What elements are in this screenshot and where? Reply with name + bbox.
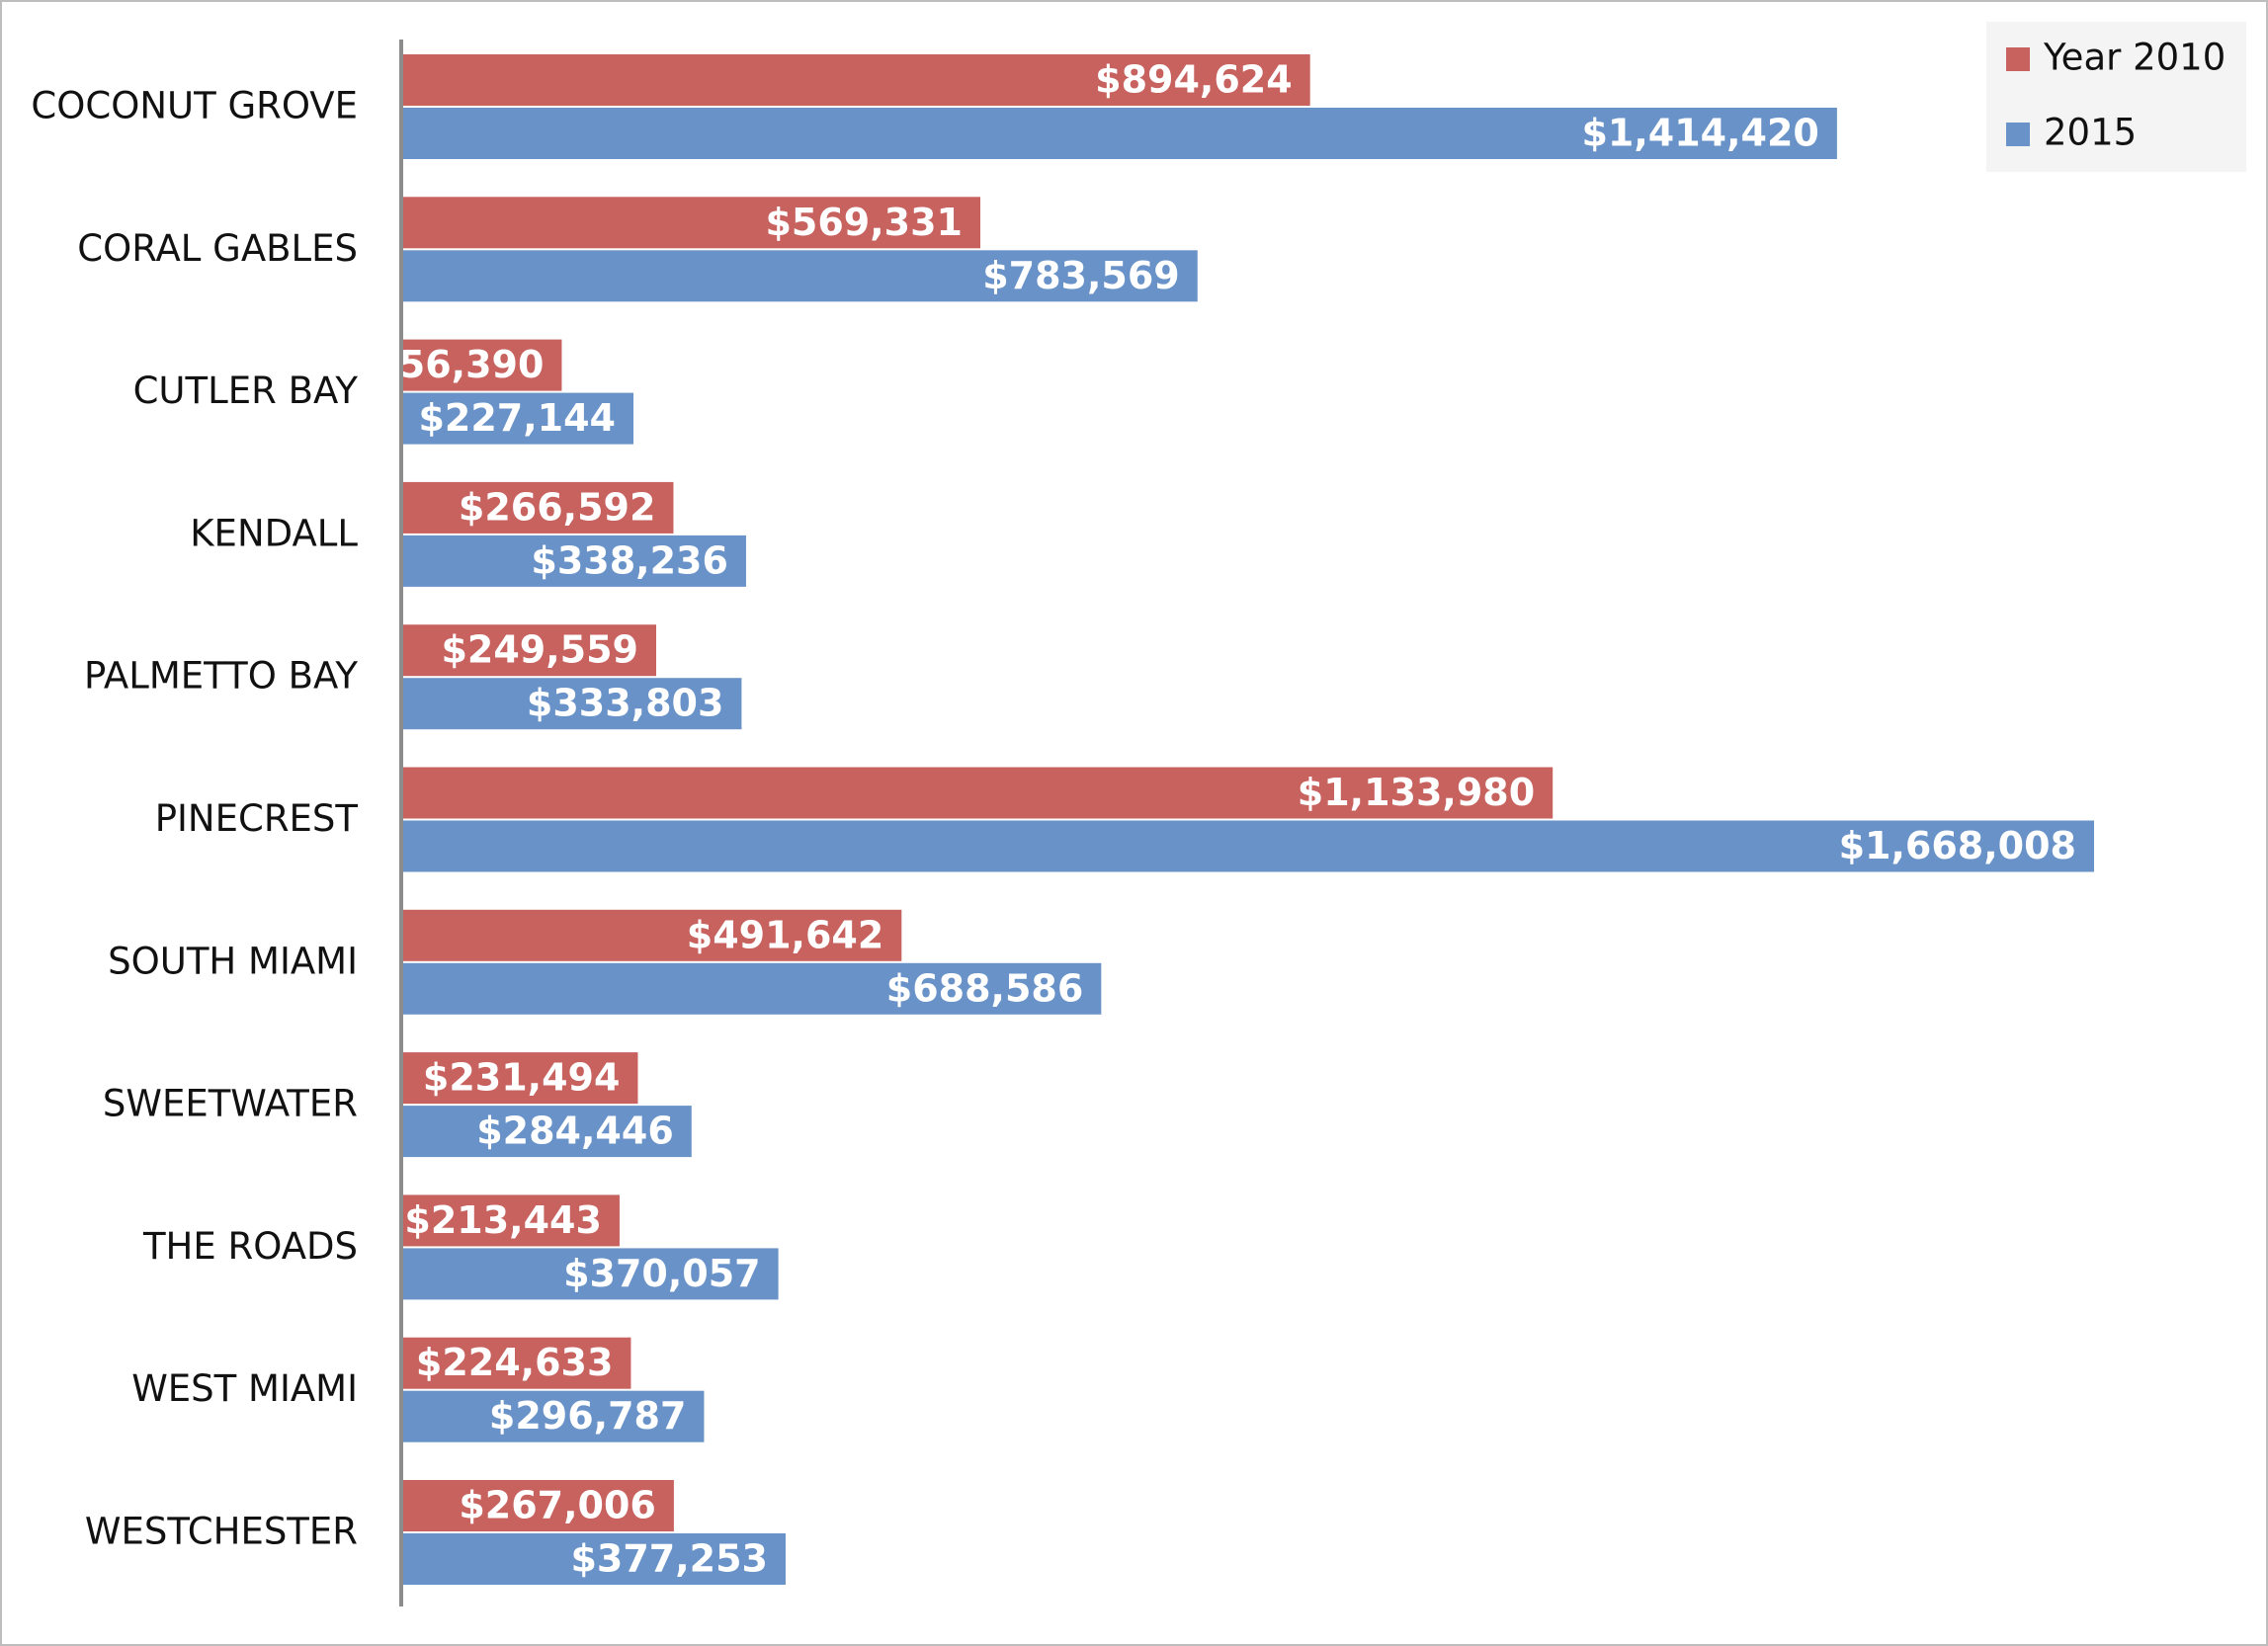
bar: [403, 1248, 779, 1300]
data-label: $156,390: [347, 343, 545, 386]
legend-swatch: [2006, 123, 2030, 146]
data-label: $213,443: [404, 1198, 602, 1242]
bar: [403, 1194, 620, 1247]
data-label: $333,803: [527, 682, 724, 725]
data-label: $491,642: [687, 913, 884, 956]
category-label: CUTLER BAY: [133, 370, 359, 412]
category-label: COCONUT GROVE: [31, 85, 358, 127]
data-label: $284,446: [476, 1110, 674, 1153]
category-label: SWEETWATER: [103, 1083, 358, 1125]
bar: [403, 1533, 786, 1585]
data-label: $249,559: [441, 628, 638, 672]
data-label: $688,586: [886, 966, 1084, 1010]
bar: [403, 197, 981, 249]
data-label: $227,144: [418, 396, 616, 440]
category-label: SOUTH MIAMI: [108, 940, 358, 982]
category-label: PALMETTO BAY: [84, 655, 358, 698]
data-label: $296,787: [489, 1394, 687, 1438]
data-label: $224,633: [416, 1341, 614, 1384]
legend-label: 2015: [2044, 112, 2137, 154]
data-label: $1,133,980: [1298, 771, 1535, 814]
bar: [403, 1390, 705, 1442]
data-label: $266,592: [459, 485, 656, 529]
bar: [403, 1052, 638, 1105]
category-label: KENDALL: [190, 512, 358, 554]
bar: [403, 1106, 692, 1158]
bar: [403, 339, 562, 391]
bar: [403, 909, 902, 961]
bar: [403, 250, 1198, 302]
category-label: PINECREST: [155, 797, 359, 840]
legend-label: Year 2010: [2043, 37, 2226, 79]
data-label: $370,057: [563, 1252, 761, 1295]
category-label: CORAL GABLES: [77, 227, 358, 270]
data-label: $569,331: [765, 201, 963, 244]
data-label: $267,006: [459, 1484, 656, 1527]
bar: [403, 54, 1310, 106]
bar: [403, 535, 746, 587]
category-label: WESTCHESTER: [85, 1511, 358, 1553]
bar: [403, 392, 633, 445]
data-label: $1,414,420: [1581, 112, 1818, 155]
data-label: $231,494: [423, 1056, 621, 1100]
data-label: $783,569: [982, 254, 1180, 297]
bar: [403, 962, 1102, 1015]
bar: [403, 820, 2094, 872]
data-label: $894,624: [1095, 58, 1293, 102]
bar: [403, 678, 742, 730]
data-label: $338,236: [531, 538, 728, 582]
category-label: WEST MIAMI: [131, 1367, 358, 1410]
bar: [403, 108, 1837, 159]
bar: [403, 481, 674, 534]
bar: [403, 1337, 631, 1389]
bar: [403, 767, 1554, 819]
legend-swatch: [2006, 47, 2030, 71]
legend-box: [1986, 22, 2246, 172]
bar: [403, 1480, 674, 1531]
bar: [403, 624, 656, 677]
data-label: $377,253: [570, 1537, 768, 1581]
category-label: THE ROADS: [142, 1225, 358, 1268]
data-label: $1,668,008: [1839, 824, 2076, 867]
